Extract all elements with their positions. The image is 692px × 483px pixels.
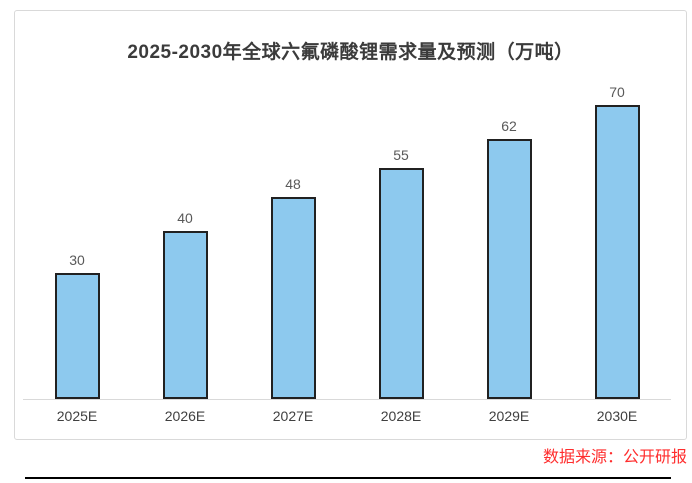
bar-value-label: 40	[177, 210, 193, 226]
x-axis-labels: 2025E 2026E 2027E 2028E 2029E 2030E	[23, 409, 671, 423]
bar	[378, 168, 424, 399]
bar	[270, 197, 316, 399]
bar-value-label: 62	[501, 118, 517, 134]
bar	[486, 139, 532, 399]
bar	[594, 105, 640, 399]
x-axis-label: 2025E	[56, 408, 98, 424]
plot-area: 30 40 48 55 62 70	[23, 71, 671, 400]
bar	[54, 273, 100, 399]
bottom-divider-line	[25, 477, 671, 479]
x-axis-label: 2029E	[488, 408, 530, 424]
x-axis-label: 2030E	[596, 408, 638, 424]
bar-column: 70	[563, 71, 671, 399]
bar	[162, 231, 208, 399]
chart-title: 2025-2030年全球六氟磷酸锂需求量及预测（万吨）	[127, 42, 574, 63]
x-axis-label: 2026E	[164, 408, 206, 424]
bar-column: 48	[239, 71, 347, 399]
bar-column: 55	[347, 71, 455, 399]
bar-value-label: 30	[69, 252, 85, 268]
bar-column: 40	[131, 71, 239, 399]
bar-value-label: 70	[609, 84, 625, 100]
chart-frame: 2025-2030年全球六氟磷酸锂需求量及预测（万吨） 30 40 48 55 62 70…	[14, 10, 687, 440]
bar-value-label: 55	[393, 147, 409, 163]
bar-column: 62	[455, 71, 563, 399]
bar-value-label: 48	[285, 176, 301, 192]
bar-column: 30	[23, 71, 131, 399]
x-axis-label: 2028E	[380, 408, 422, 424]
x-axis-label: 2027E	[272, 408, 314, 424]
data-source-note: 数据来源：公开研报	[542, 449, 687, 466]
